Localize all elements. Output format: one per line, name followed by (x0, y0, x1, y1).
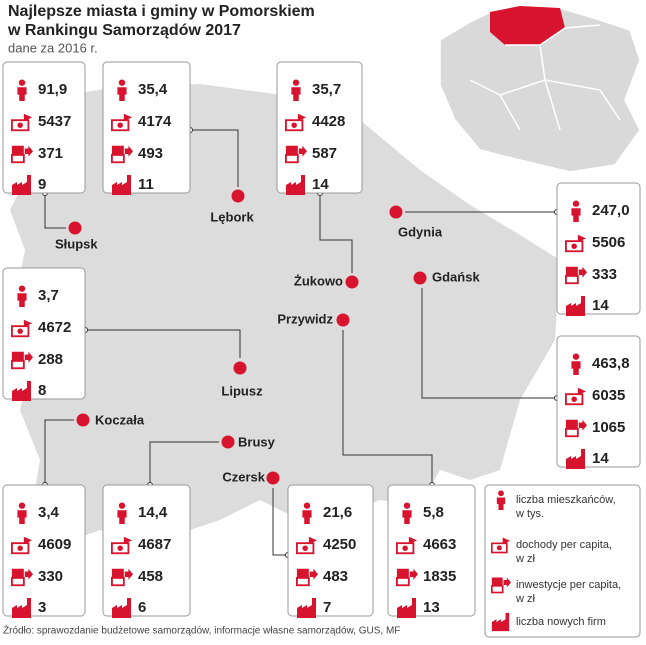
city-value: 91,9 (38, 81, 67, 98)
city-value: 7 (323, 599, 331, 616)
city-value: 4672 (38, 319, 71, 336)
connector (319, 193, 353, 273)
connector (421, 288, 557, 399)
city-name: Słupsk (55, 236, 98, 251)
connector (342, 330, 433, 485)
city-value: 3,4 (38, 504, 60, 521)
city-value: 4609 (38, 536, 71, 553)
city-value: 5506 (592, 234, 625, 251)
city-value: 8 (38, 382, 46, 399)
city-value: 4663 (423, 536, 456, 553)
city-value: 6 (138, 599, 146, 616)
city-value: 14,4 (138, 504, 168, 521)
city-dot (413, 271, 427, 285)
city-value: 458 (138, 568, 163, 585)
city-dot (221, 435, 235, 449)
city-value: 21,6 (323, 504, 352, 521)
connector (44, 419, 74, 485)
city-value: 4687 (138, 536, 171, 553)
city-value: 3 (38, 599, 46, 616)
city-value: 371 (38, 145, 63, 162)
city-dot (345, 275, 359, 289)
inset-map (439, 6, 641, 173)
city-dot (68, 221, 82, 235)
city-value: 9 (38, 176, 46, 193)
title-line: Najlepsze miasta i gminy w Pomorskiem (8, 3, 315, 20)
city-value: 330 (38, 568, 63, 585)
city-value: 463,8 (592, 355, 630, 372)
city-name: Koczała (95, 412, 145, 427)
city-value: 247,0 (592, 202, 630, 219)
legend-box (484, 484, 641, 638)
city-value: 288 (38, 351, 63, 368)
city-dot (389, 205, 403, 219)
city-value: 333 (592, 266, 617, 283)
city-value: 587 (312, 145, 337, 162)
city-value: 5437 (38, 113, 71, 130)
subtitle: dane za 2016 r. (8, 40, 98, 55)
connector (272, 488, 288, 556)
city-value: 1835 (423, 568, 456, 585)
legend-label: liczba mieszkańców, (516, 494, 616, 506)
city-value: 6035 (592, 387, 625, 404)
city-name: Lębork (210, 209, 254, 224)
city-value: 35,7 (312, 81, 341, 98)
city-dot (76, 413, 90, 427)
city-value: 11 (138, 176, 154, 193)
region-map (10, 84, 560, 545)
legend-label: inwestycje per capita, (516, 579, 621, 591)
city-name: Brusy (238, 434, 276, 449)
city-dot (266, 471, 280, 485)
city-value: 4428 (312, 113, 345, 130)
city-value: 14 (592, 450, 609, 467)
city-name: Czersk (222, 469, 265, 484)
city-dot (231, 189, 245, 203)
city-value: 483 (323, 568, 348, 585)
legend-label: dochody per capita, (516, 539, 612, 551)
legend-label: w zł (515, 553, 536, 565)
city-name: Lipusz (221, 383, 263, 398)
city-name: Żukowo (294, 273, 343, 288)
city-value: 13 (423, 599, 440, 616)
city-value: 493 (138, 145, 163, 162)
legend-label: w zł (515, 593, 536, 605)
connector (85, 329, 241, 358)
city-value: 1065 (592, 419, 625, 436)
city-name: Gdynia (398, 224, 443, 239)
connector (44, 193, 66, 229)
city-value: 14 (592, 297, 609, 314)
source: Źródło: sprawozdanie budżetowe samorządó… (3, 624, 400, 637)
city-value: 5,8 (423, 504, 444, 521)
connector (149, 441, 219, 485)
city-value: 35,4 (138, 81, 168, 98)
title-line: w Rankingu Samorządów 2017 (7, 22, 241, 39)
city-value: 4250 (323, 536, 356, 553)
city-value: 4174 (138, 113, 172, 130)
city-value: 14 (312, 176, 329, 193)
legend-label: w tys. (515, 508, 544, 520)
city-value: 3,7 (38, 287, 59, 304)
city-name: Przywidz (277, 311, 333, 326)
connector (190, 129, 239, 187)
legend-label: liczba nowych firm (516, 616, 606, 628)
city-name: Gdańsk (432, 269, 480, 284)
city-dot (336, 313, 350, 327)
city-dot (233, 361, 247, 375)
